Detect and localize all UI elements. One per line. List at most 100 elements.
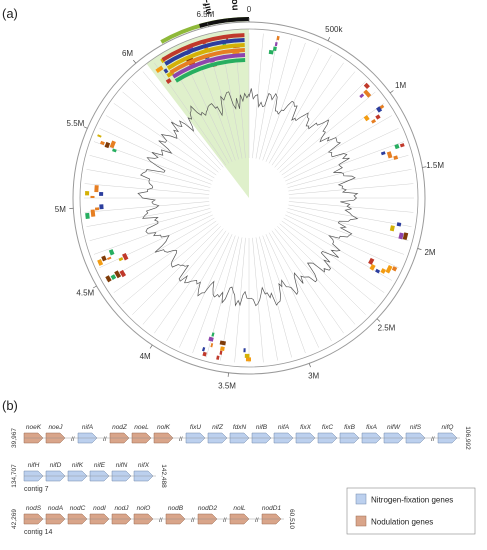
spoke-line [274,71,356,168]
gene-label: nodB [168,505,184,512]
gene-label: fixA [366,424,377,431]
track-segment [211,332,215,337]
gene-label: nodA [48,505,63,512]
tick-label: 4.5M [76,289,94,298]
track-segment [385,264,393,274]
track-segment [363,82,370,89]
track-segment [160,57,166,64]
spoke-line [132,226,221,315]
feature-tracks [84,17,414,363]
gene-label: fdxN [233,424,247,431]
gene-label: fixC [322,424,334,431]
spoke-line [192,235,236,354]
track-segment [386,151,393,159]
track-segment [244,353,250,358]
spoke-line [285,128,399,182]
track-segment [165,78,172,84]
tick-label: 2.5M [378,324,396,333]
gene-cluster-maps: 39,967 noeK noeJ // nifA // nodZ noeL nolK // fixU… [11,424,471,536]
track-segment [174,58,246,83]
track-segment [112,148,117,153]
track-segment [164,38,245,66]
track-segment [375,114,381,120]
track-segment [210,343,214,348]
track-segment [199,18,228,28]
track-segment [274,41,278,47]
tick-mark [83,126,88,129]
tick-mark [92,285,97,289]
tick-label: 500k [325,25,343,34]
track-segment [402,232,409,241]
spoke-line [279,223,376,305]
sequence-break: // [159,517,163,524]
track-segment [101,255,107,262]
track-segment [380,151,386,156]
track-segment [219,340,226,346]
gene-label: nodZ [112,424,128,431]
contig-label: contig 14 [24,529,53,536]
track-segment [389,225,395,232]
tick-label: 5.5M [67,119,85,128]
spoke-line [285,214,399,268]
track-segment [379,104,385,110]
gene-label: noeK [26,424,42,431]
spoke-line [122,91,219,173]
gene-label: nodS [26,505,42,512]
track-segment [161,33,245,62]
gene-label: nifQ [442,424,454,431]
spoke-line [277,226,366,315]
spoke-line [287,208,409,241]
spoke-line [287,155,409,188]
gene-label: fixX [300,424,312,431]
gene-label: nifH [28,462,40,469]
spoke-line [286,211,405,255]
row-end-coordinate: 60,510 [288,509,295,529]
track-segment [380,268,387,274]
track-segment [104,141,111,149]
spoke-line [84,183,210,195]
track-segment [105,275,112,283]
track-segment [202,351,207,357]
tick-label: 2M [424,248,435,257]
gene-label: nodC [70,505,86,512]
spoke-line [86,169,210,192]
spoke-line [259,38,292,160]
tick-mark [417,248,422,250]
gc-profile [137,88,359,307]
track-segment [85,191,90,196]
circular-genome-map: 0 500k 1M 1.5M 2M 2.5M 3M 3.5M 4M 4.5M 5M 5.5M 6M 6.5… [55,0,445,391]
track-segment [245,357,252,362]
spoke-line [288,204,412,227]
track-segment [243,348,246,353]
spoke-line [105,115,215,179]
spoke-line [252,237,264,363]
track-segment [166,43,245,70]
track-segment [268,49,274,55]
gene-label: fixU [190,424,202,431]
spoke-line [89,155,211,188]
spoke-line [262,42,306,161]
track-segment [391,266,398,272]
track-segment [220,346,225,351]
gene-label: nifX [138,462,150,469]
gene-label: nifS [410,424,422,431]
spoke-line [286,141,405,185]
row-end-coordinate: 106,992 [464,426,471,450]
spoke-line [220,237,243,361]
tick-label: 6.5M [197,10,215,19]
gene-label: nodD2 [198,505,218,512]
row-start-coordinate: 42,269 [11,509,18,529]
spoke-line [288,201,414,213]
track-segment [169,48,245,75]
track-segment [219,350,223,355]
track-segment [110,274,117,280]
tick-mark [389,90,394,94]
sequence-break: // [103,436,107,443]
track-segment [371,119,377,124]
spoke-line [268,232,332,342]
spoke-line [277,81,366,170]
track-segment [396,222,402,227]
gene-label: nifD [50,462,62,469]
track-segment [363,89,372,98]
gene-label: nodJ [114,505,129,512]
